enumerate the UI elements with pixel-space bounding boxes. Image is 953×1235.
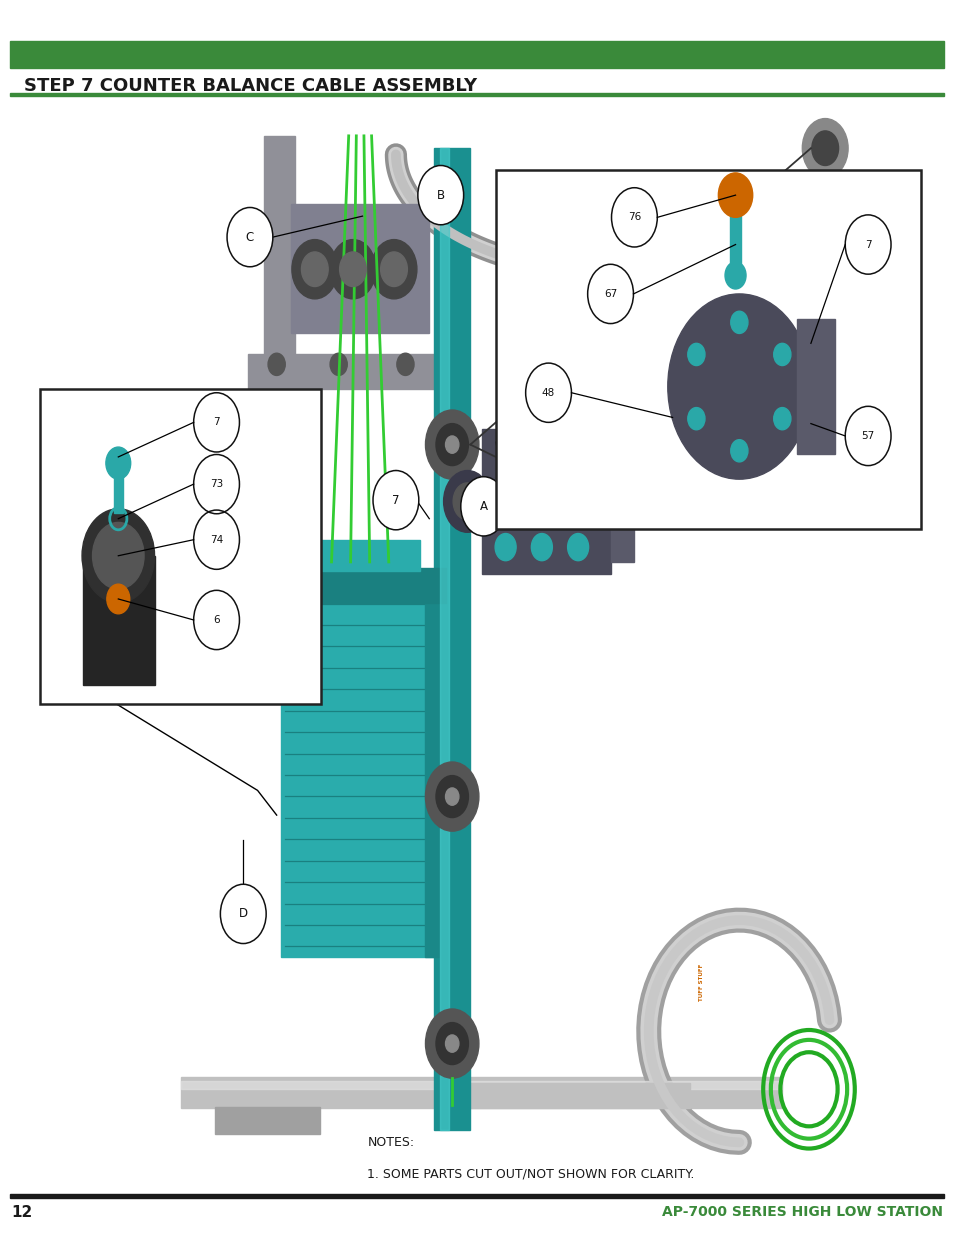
Text: B: B: [436, 189, 444, 201]
Bar: [10, 41, 943, 68]
Bar: [481, 429, 610, 574]
Circle shape: [773, 408, 790, 430]
Text: 1. SOME PARTS CUT OUT/NOT SHOWN FOR CLARITY.: 1. SOME PARTS CUT OUT/NOT SHOWN FOR CLAR…: [367, 1167, 694, 1181]
Bar: [113, 463, 123, 513]
Circle shape: [106, 447, 131, 479]
Circle shape: [396, 353, 414, 375]
Circle shape: [495, 534, 516, 561]
Text: A: A: [479, 500, 487, 513]
Text: 12: 12: [11, 1205, 32, 1220]
Circle shape: [425, 762, 478, 831]
Circle shape: [417, 165, 463, 225]
Text: 7: 7: [392, 494, 399, 506]
Bar: [470, 1083, 689, 1108]
Circle shape: [330, 353, 347, 375]
Text: D: D: [238, 908, 248, 920]
Bar: [281, 593, 438, 957]
Text: 48: 48: [541, 388, 555, 398]
Bar: [40, 389, 321, 704]
Bar: [83, 556, 154, 685]
Bar: [214, 1107, 319, 1134]
Circle shape: [330, 240, 375, 299]
Circle shape: [773, 343, 790, 366]
Circle shape: [445, 788, 458, 805]
Circle shape: [531, 478, 552, 505]
Bar: [181, 1081, 781, 1089]
Circle shape: [567, 534, 588, 561]
Bar: [496, 170, 920, 529]
Circle shape: [301, 252, 328, 287]
Circle shape: [495, 478, 516, 505]
Bar: [274, 568, 446, 603]
Circle shape: [687, 343, 704, 366]
Circle shape: [425, 1009, 478, 1078]
Text: TUFF STUFF: TUFF STUFF: [698, 963, 703, 1000]
Bar: [248, 354, 448, 389]
Circle shape: [380, 252, 407, 287]
Circle shape: [718, 173, 752, 217]
Circle shape: [92, 522, 144, 589]
Circle shape: [371, 240, 416, 299]
Text: 74: 74: [210, 535, 223, 545]
Circle shape: [567, 478, 588, 505]
Circle shape: [599, 252, 620, 279]
Text: 76: 76: [627, 212, 640, 222]
Bar: [300, 540, 419, 571]
Bar: [729, 195, 740, 269]
Bar: [796, 319, 834, 454]
Circle shape: [460, 477, 506, 536]
Bar: [264, 136, 294, 389]
Circle shape: [730, 311, 747, 333]
Circle shape: [436, 424, 468, 466]
Text: STEP 7 COUNTER BALANCE CABLE ASSEMBLY: STEP 7 COUNTER BALANCE CABLE ASSEMBLY: [24, 77, 476, 95]
Circle shape: [801, 119, 847, 178]
Circle shape: [443, 471, 491, 532]
Circle shape: [82, 509, 154, 603]
Circle shape: [730, 440, 747, 462]
Text: 7: 7: [864, 240, 870, 249]
Circle shape: [268, 353, 285, 375]
Text: NOTES:: NOTES:: [367, 1136, 414, 1150]
Circle shape: [591, 241, 629, 290]
Bar: [10, 1194, 943, 1198]
Text: 57: 57: [861, 431, 874, 441]
Circle shape: [531, 534, 552, 561]
Circle shape: [227, 207, 273, 267]
Circle shape: [425, 410, 478, 479]
Text: C: C: [246, 231, 253, 243]
Text: 6: 6: [213, 615, 219, 625]
Circle shape: [687, 408, 704, 430]
Circle shape: [724, 262, 745, 289]
Text: 7: 7: [213, 417, 219, 427]
Text: 67: 67: [603, 289, 617, 299]
Circle shape: [667, 294, 810, 479]
Bar: [291, 204, 429, 333]
Text: AP-7000 SERIES HIGH LOW STATION: AP-7000 SERIES HIGH LOW STATION: [660, 1205, 942, 1219]
Circle shape: [292, 240, 337, 299]
Circle shape: [436, 1023, 468, 1065]
Bar: [10, 93, 943, 96]
Bar: [610, 441, 634, 562]
Text: 73: 73: [210, 479, 223, 489]
Circle shape: [436, 776, 468, 818]
Bar: [434, 148, 470, 1130]
Circle shape: [373, 471, 418, 530]
Circle shape: [445, 436, 458, 453]
Circle shape: [453, 483, 481, 520]
Circle shape: [445, 1035, 458, 1052]
Circle shape: [220, 884, 266, 944]
Bar: [424, 593, 438, 957]
Bar: [439, 148, 449, 1130]
Circle shape: [339, 252, 366, 287]
Circle shape: [811, 131, 838, 165]
Bar: [181, 1077, 781, 1108]
Circle shape: [107, 584, 130, 614]
